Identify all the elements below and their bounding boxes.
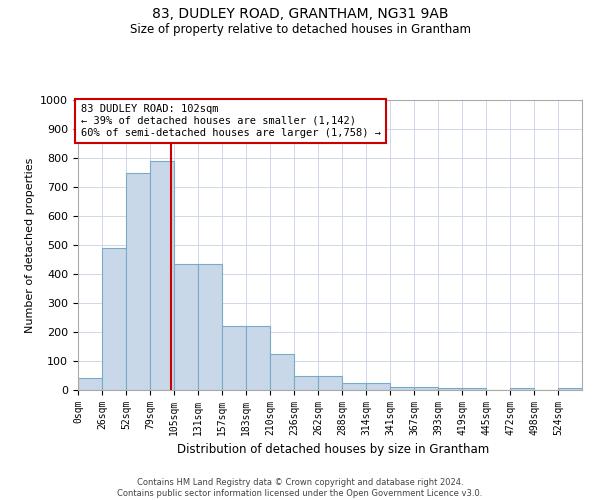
Bar [342, 383, 366, 390]
Bar [126, 172, 150, 390]
Bar [462, 388, 486, 390]
Bar [270, 354, 294, 390]
Bar [438, 388, 462, 390]
Bar [558, 388, 582, 390]
Bar [414, 386, 438, 390]
Bar [174, 264, 198, 390]
Bar [222, 326, 246, 390]
Bar [78, 378, 102, 390]
Bar [318, 376, 342, 390]
Bar [294, 376, 318, 390]
Text: Contains HM Land Registry data © Crown copyright and database right 2024.
Contai: Contains HM Land Registry data © Crown c… [118, 478, 482, 498]
Y-axis label: Number of detached properties: Number of detached properties [25, 158, 35, 332]
Bar [510, 388, 534, 390]
Text: Size of property relative to detached houses in Grantham: Size of property relative to detached ho… [130, 22, 470, 36]
Bar [366, 383, 390, 390]
Bar [150, 161, 174, 390]
Bar [246, 326, 270, 390]
Text: 83, DUDLEY ROAD, GRANTHAM, NG31 9AB: 83, DUDLEY ROAD, GRANTHAM, NG31 9AB [152, 8, 448, 22]
Bar [198, 264, 222, 390]
Bar [102, 248, 126, 390]
Text: 83 DUDLEY ROAD: 102sqm
← 39% of detached houses are smaller (1,142)
60% of semi-: 83 DUDLEY ROAD: 102sqm ← 39% of detached… [80, 104, 380, 138]
Bar [390, 386, 414, 390]
Text: Distribution of detached houses by size in Grantham: Distribution of detached houses by size … [177, 442, 489, 456]
